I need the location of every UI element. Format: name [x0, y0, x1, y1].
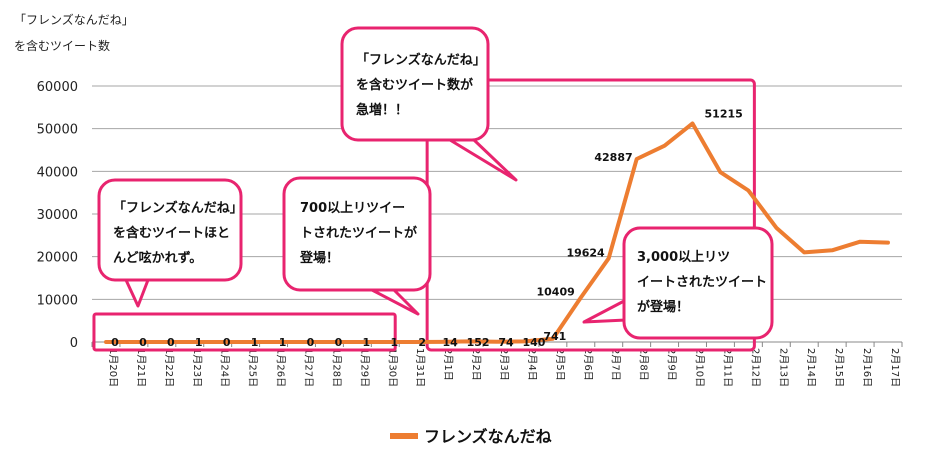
- callout-box: [622, 226, 774, 340]
- callout-text-line: を含むツイート数が: [356, 77, 473, 93]
- x-tick-label: 2月2日: [470, 348, 482, 381]
- series-layer: [104, 121, 890, 344]
- x-tick-label: 2月10日: [694, 348, 706, 387]
- data-label: 1: [195, 336, 203, 349]
- data-label: 42887: [594, 151, 632, 164]
- x-tick-label: 2月14日: [805, 348, 817, 387]
- callout-text-line: 急増！！: [356, 102, 408, 118]
- x-tick-label: 1月23日: [191, 348, 203, 387]
- data-label: 0: [139, 336, 147, 349]
- data-label: 741: [543, 330, 566, 343]
- data-label: 0: [223, 336, 231, 349]
- callout-text-line: 登場！: [299, 250, 339, 266]
- x-tick-label: 2月16日: [861, 348, 873, 387]
- callout-text-line: んど呟かれず。: [113, 250, 202, 266]
- callout-text-line: イートされたツイート: [637, 275, 767, 290]
- callouts: 「フレンズなんだね」を含むツイートほとんど呟かれず。700以上リツイートされたツ…: [97, 26, 774, 340]
- x-tick-label: 2月3日: [498, 348, 510, 381]
- x-tick-label: 2月11日: [721, 348, 733, 387]
- x-tick-label: 1月29日: [358, 348, 370, 387]
- data-label: 14: [442, 336, 458, 349]
- x-axis-ticks: 1月20日 1月21日 1月22日 1月23日 1月24日 1月25日 1月26日 1月27日…: [91, 342, 903, 387]
- callout-box: [282, 176, 432, 292]
- highlight-box-jan: [92, 312, 397, 352]
- data-label: 0: [335, 336, 343, 349]
- x-tick-label: 2月15日: [833, 348, 845, 387]
- callout-tail: [370, 288, 420, 316]
- x-tick-label: 2月13日: [777, 348, 789, 387]
- callout-box: [340, 26, 490, 142]
- y-tick-label: 40000: [37, 165, 78, 180]
- callout-text-line: 700以上リツイー: [300, 201, 405, 216]
- y-tick-label: 50000: [37, 123, 78, 138]
- x-tick-label: 1月26日: [275, 348, 287, 387]
- callout-text-line: 「フレンズなんだね」: [113, 200, 243, 216]
- x-tick-label: 2月12日: [749, 348, 761, 387]
- x-tick-label: 1月30日: [386, 348, 398, 387]
- data-label: 0: [307, 336, 315, 349]
- x-tick-label: 1月22日: [163, 348, 175, 387]
- callout-text-line: トされたツイートが: [300, 225, 417, 241]
- y-axis-title-line-1: 「フレンズなんだね」: [14, 12, 134, 27]
- x-tick-label: 2月4日: [526, 348, 538, 381]
- data-label: 0: [167, 336, 175, 349]
- y-axis-title: 「フレンズなんだね」 を含むツイート数: [14, 12, 134, 53]
- data-label: 140: [522, 336, 545, 349]
- y-axis-title-line-2: を含むツイート数: [14, 38, 110, 53]
- y-tick-label: 10000: [37, 293, 78, 308]
- x-tick-label: 1月28日: [330, 348, 342, 387]
- x-tick-label: 2月9日: [666, 348, 678, 381]
- x-tick-label: 1月20日: [107, 348, 119, 387]
- callout-tail: [124, 278, 150, 308]
- x-tick-label: 2月6日: [582, 348, 594, 381]
- y-axis-ticks: 0 10000 20000 30000 40000 50000 60000: [37, 80, 78, 351]
- y-tick-label: 30000: [37, 208, 78, 223]
- callout-text-line: 3,000以上リツ: [637, 250, 730, 265]
- data-label: 0: [111, 336, 119, 349]
- x-tick-label: 1月31日: [414, 348, 426, 387]
- data-label: 2: [418, 336, 426, 349]
- legend: フレンズなんだね: [390, 427, 552, 446]
- x-tick-label: 2月7日: [610, 348, 622, 381]
- callout-tail: [448, 138, 518, 182]
- x-tick-label: 2月1日: [442, 348, 454, 381]
- data-label: 1: [363, 336, 371, 349]
- data-label: 10409: [537, 286, 575, 299]
- data-label: 51215: [705, 107, 743, 120]
- data-label: 1: [279, 336, 287, 349]
- callout-text-line: が登場！: [637, 299, 689, 315]
- y-tick-label: 0: [70, 336, 78, 351]
- y-tick-label: 60000: [37, 80, 78, 95]
- callout-text-line: 「フレンズなんだね」: [356, 52, 486, 68]
- legend-label: フレンズなんだね: [424, 427, 552, 446]
- data-label: 19624: [566, 246, 605, 259]
- x-tick-label: 2月5日: [554, 348, 566, 381]
- callout-box: [97, 178, 243, 282]
- data-label: 152: [467, 336, 490, 349]
- x-tick-label: 1月25日: [247, 348, 259, 387]
- x-tick-label: 2月8日: [638, 348, 650, 381]
- x-tick-label: 1月27日: [302, 348, 314, 387]
- x-tick-label: 2月17日: [889, 348, 901, 387]
- x-tick-label: 1月24日: [219, 348, 231, 387]
- data-label: 74: [498, 336, 514, 349]
- y-tick-label: 20000: [37, 251, 78, 266]
- series-line: [104, 121, 890, 344]
- callout-tail: [582, 298, 628, 324]
- data-label: 1: [390, 336, 398, 349]
- callout-text-line: を含むツイートほと: [113, 225, 230, 241]
- data-label: 1: [251, 336, 259, 349]
- x-tick-label: 1月21日: [135, 348, 147, 387]
